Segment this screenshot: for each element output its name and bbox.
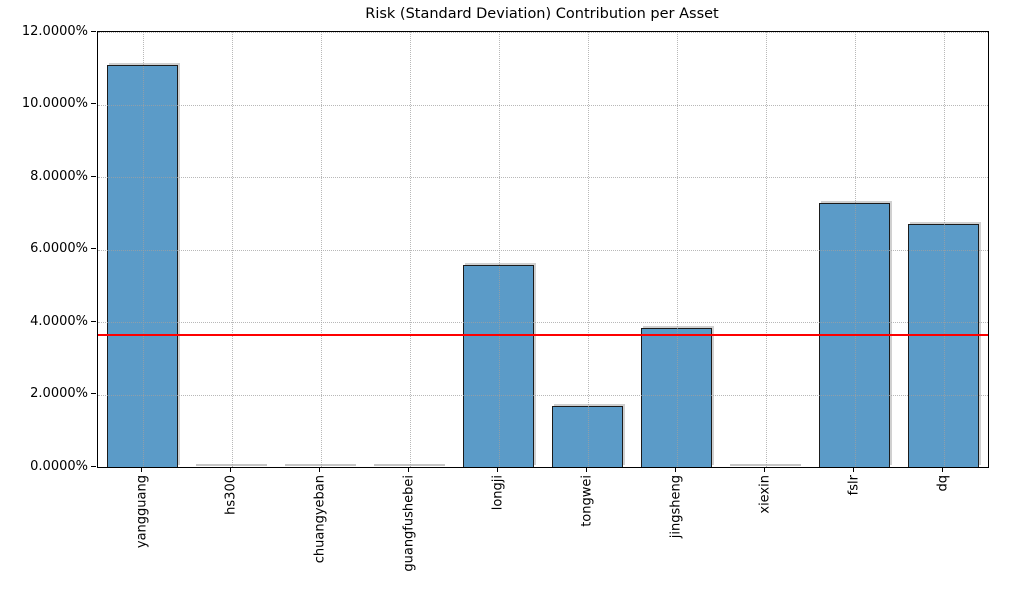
x-tick-label: dq [935,475,950,492]
x-tick-label: fslr [846,475,861,496]
y-tick-mark [91,320,96,322]
x-tick-mark [408,467,410,472]
bar-xiexin [729,464,802,466]
bar-hs300 [195,464,268,466]
x-tick-label: yangguang [134,475,149,549]
v-gridline [231,32,233,467]
bar-jingsheng [640,328,713,467]
y-tick-label: 12.0000% [21,23,88,39]
y-tick-mark [91,175,96,177]
x-tick-label: jingsheng [668,475,683,539]
chart-title: Risk (Standard Deviation) Contribution p… [365,6,719,22]
v-gridline [765,32,767,467]
y-tick-mark [91,393,96,395]
x-tick-mark [942,467,944,472]
x-tick-label: hs300 [223,475,238,515]
x-tick-mark [319,467,321,472]
bar-longji [462,265,535,467]
x-tick-label: xiexin [757,475,772,514]
h-gridline [98,104,988,106]
plot-area [97,31,989,468]
bar-chuangyeban [284,464,357,466]
y-tick-mark [91,30,96,32]
x-tick-label: chuangyeban [312,475,327,564]
bar-tongwei [551,405,624,467]
x-tick-label: tongwei [579,475,594,527]
h-gridline [98,32,988,33]
bar-dq [907,223,980,467]
y-tick-mark [91,248,96,250]
v-gridline [587,32,589,467]
x-tick-mark [230,467,232,472]
y-tick-label: 8.0000% [30,168,88,184]
x-tick-mark [853,467,855,472]
v-gridline [320,32,322,467]
y-tick-label: 10.0000% [21,96,88,111]
y-tick-mark [91,103,96,105]
y-tick-label: 4.0000% [30,313,88,329]
y-tick-label: 0.0000% [30,458,88,474]
x-tick-label: longji [490,475,505,511]
x-tick-mark [675,467,677,472]
y-tick-mark [91,465,96,467]
bar-guangfushebei [373,464,446,466]
y-tick-label: 2.0000% [30,386,88,401]
x-tick-mark [141,467,143,472]
x-tick-mark [764,467,766,472]
bar-fslr [818,202,891,467]
v-gridline [409,32,411,467]
y-tick-label: 6.0000% [30,241,88,256]
x-tick-label: guangfushebei [401,475,416,572]
h-gridline [98,177,988,178]
x-tick-mark [497,467,499,472]
bar-yangguang [106,65,179,467]
x-tick-mark [586,467,588,472]
